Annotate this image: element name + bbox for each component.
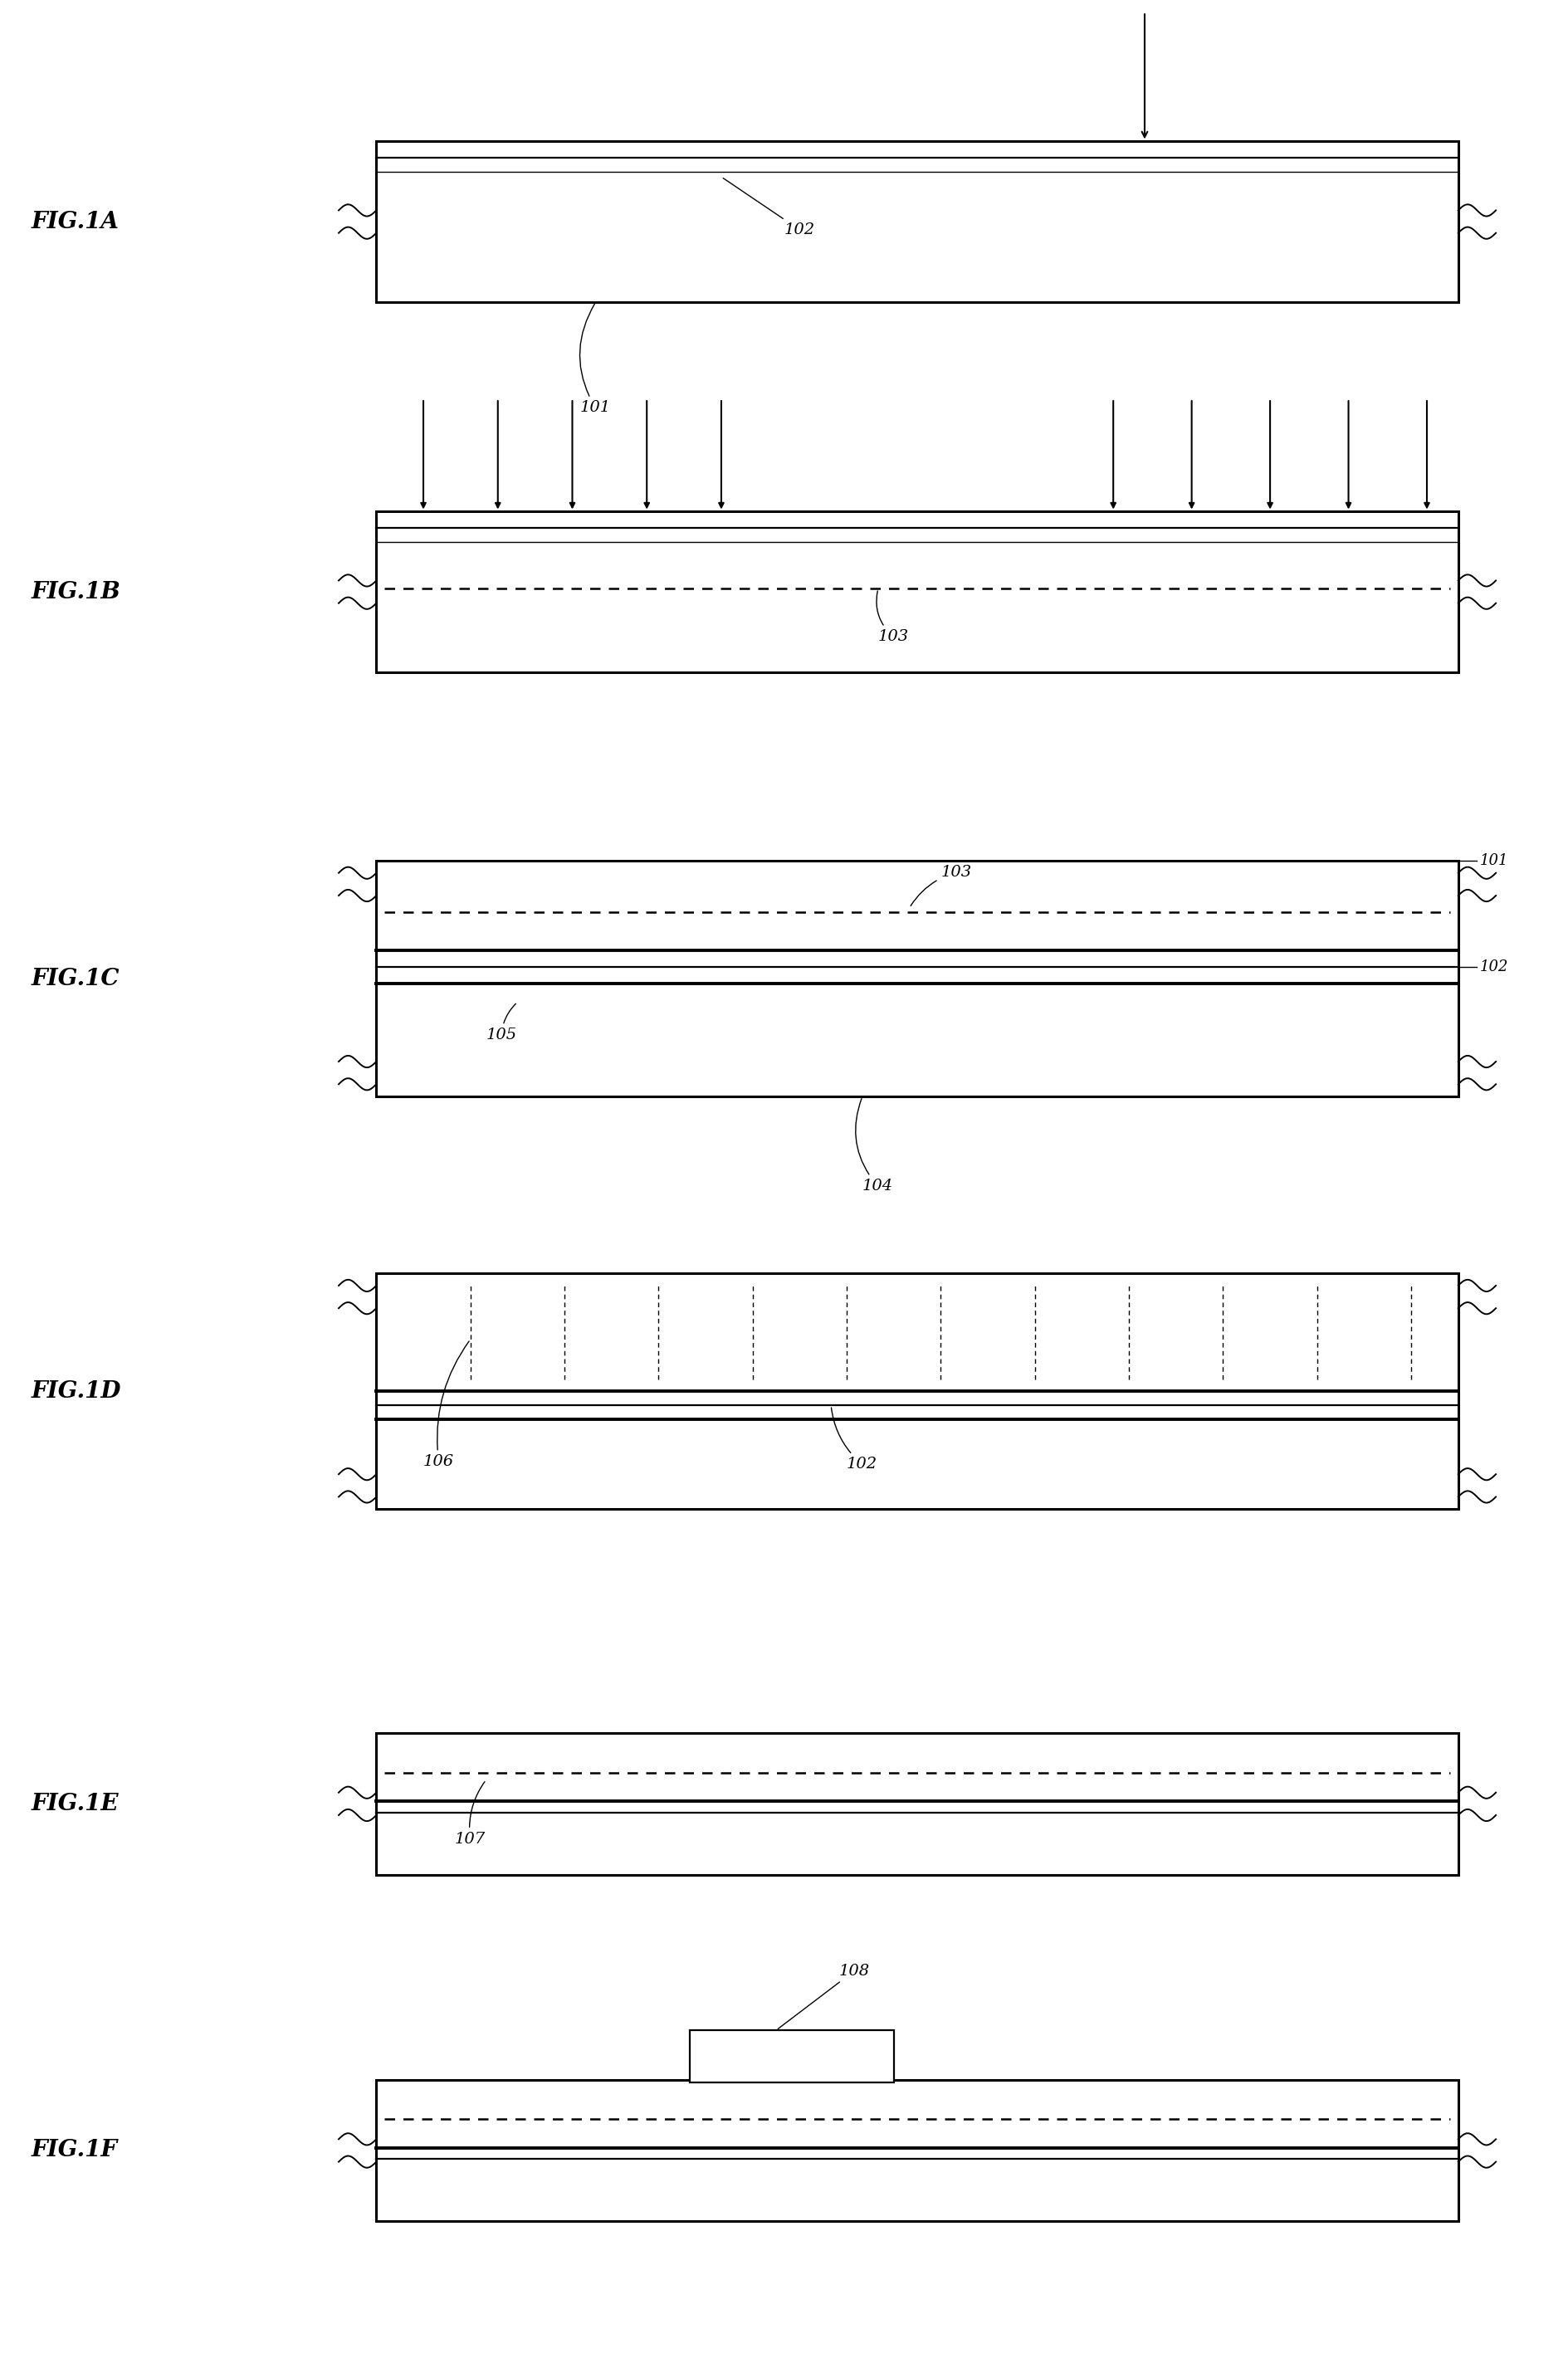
Text: 101: 101 [1480,854,1508,868]
Text: 106: 106 [423,1342,469,1469]
Text: 102: 102 [1480,960,1508,974]
Text: 102: 102 [831,1408,878,1471]
Bar [690,2030,894,2082]
Text: 102: 102 [723,179,815,238]
Bar [376,1733,1458,1875]
Text: 101: 101 [580,304,612,415]
Text: 103: 103 [877,592,909,644]
Bar [376,141,1458,302]
Text: 105: 105 [486,1005,517,1042]
Text: 108: 108 [778,1964,870,2028]
Text: FIG.1E: FIG.1E [31,1792,119,1816]
Text: FIG.1A: FIG.1A [31,210,119,233]
Bar [376,1273,1458,1509]
Text: FIG.1F: FIG.1F [31,2139,118,2162]
Bar [376,861,1458,1096]
Text: FIG.1B: FIG.1B [31,580,121,604]
Text: 107: 107 [455,1783,486,1846]
Bar [376,512,1458,672]
Bar [376,2080,1458,2221]
Text: 104: 104 [856,1099,894,1193]
Text: 103: 103 [911,865,972,905]
Text: FIG.1C: FIG.1C [31,967,119,990]
Text: FIG.1D: FIG.1D [31,1379,121,1403]
